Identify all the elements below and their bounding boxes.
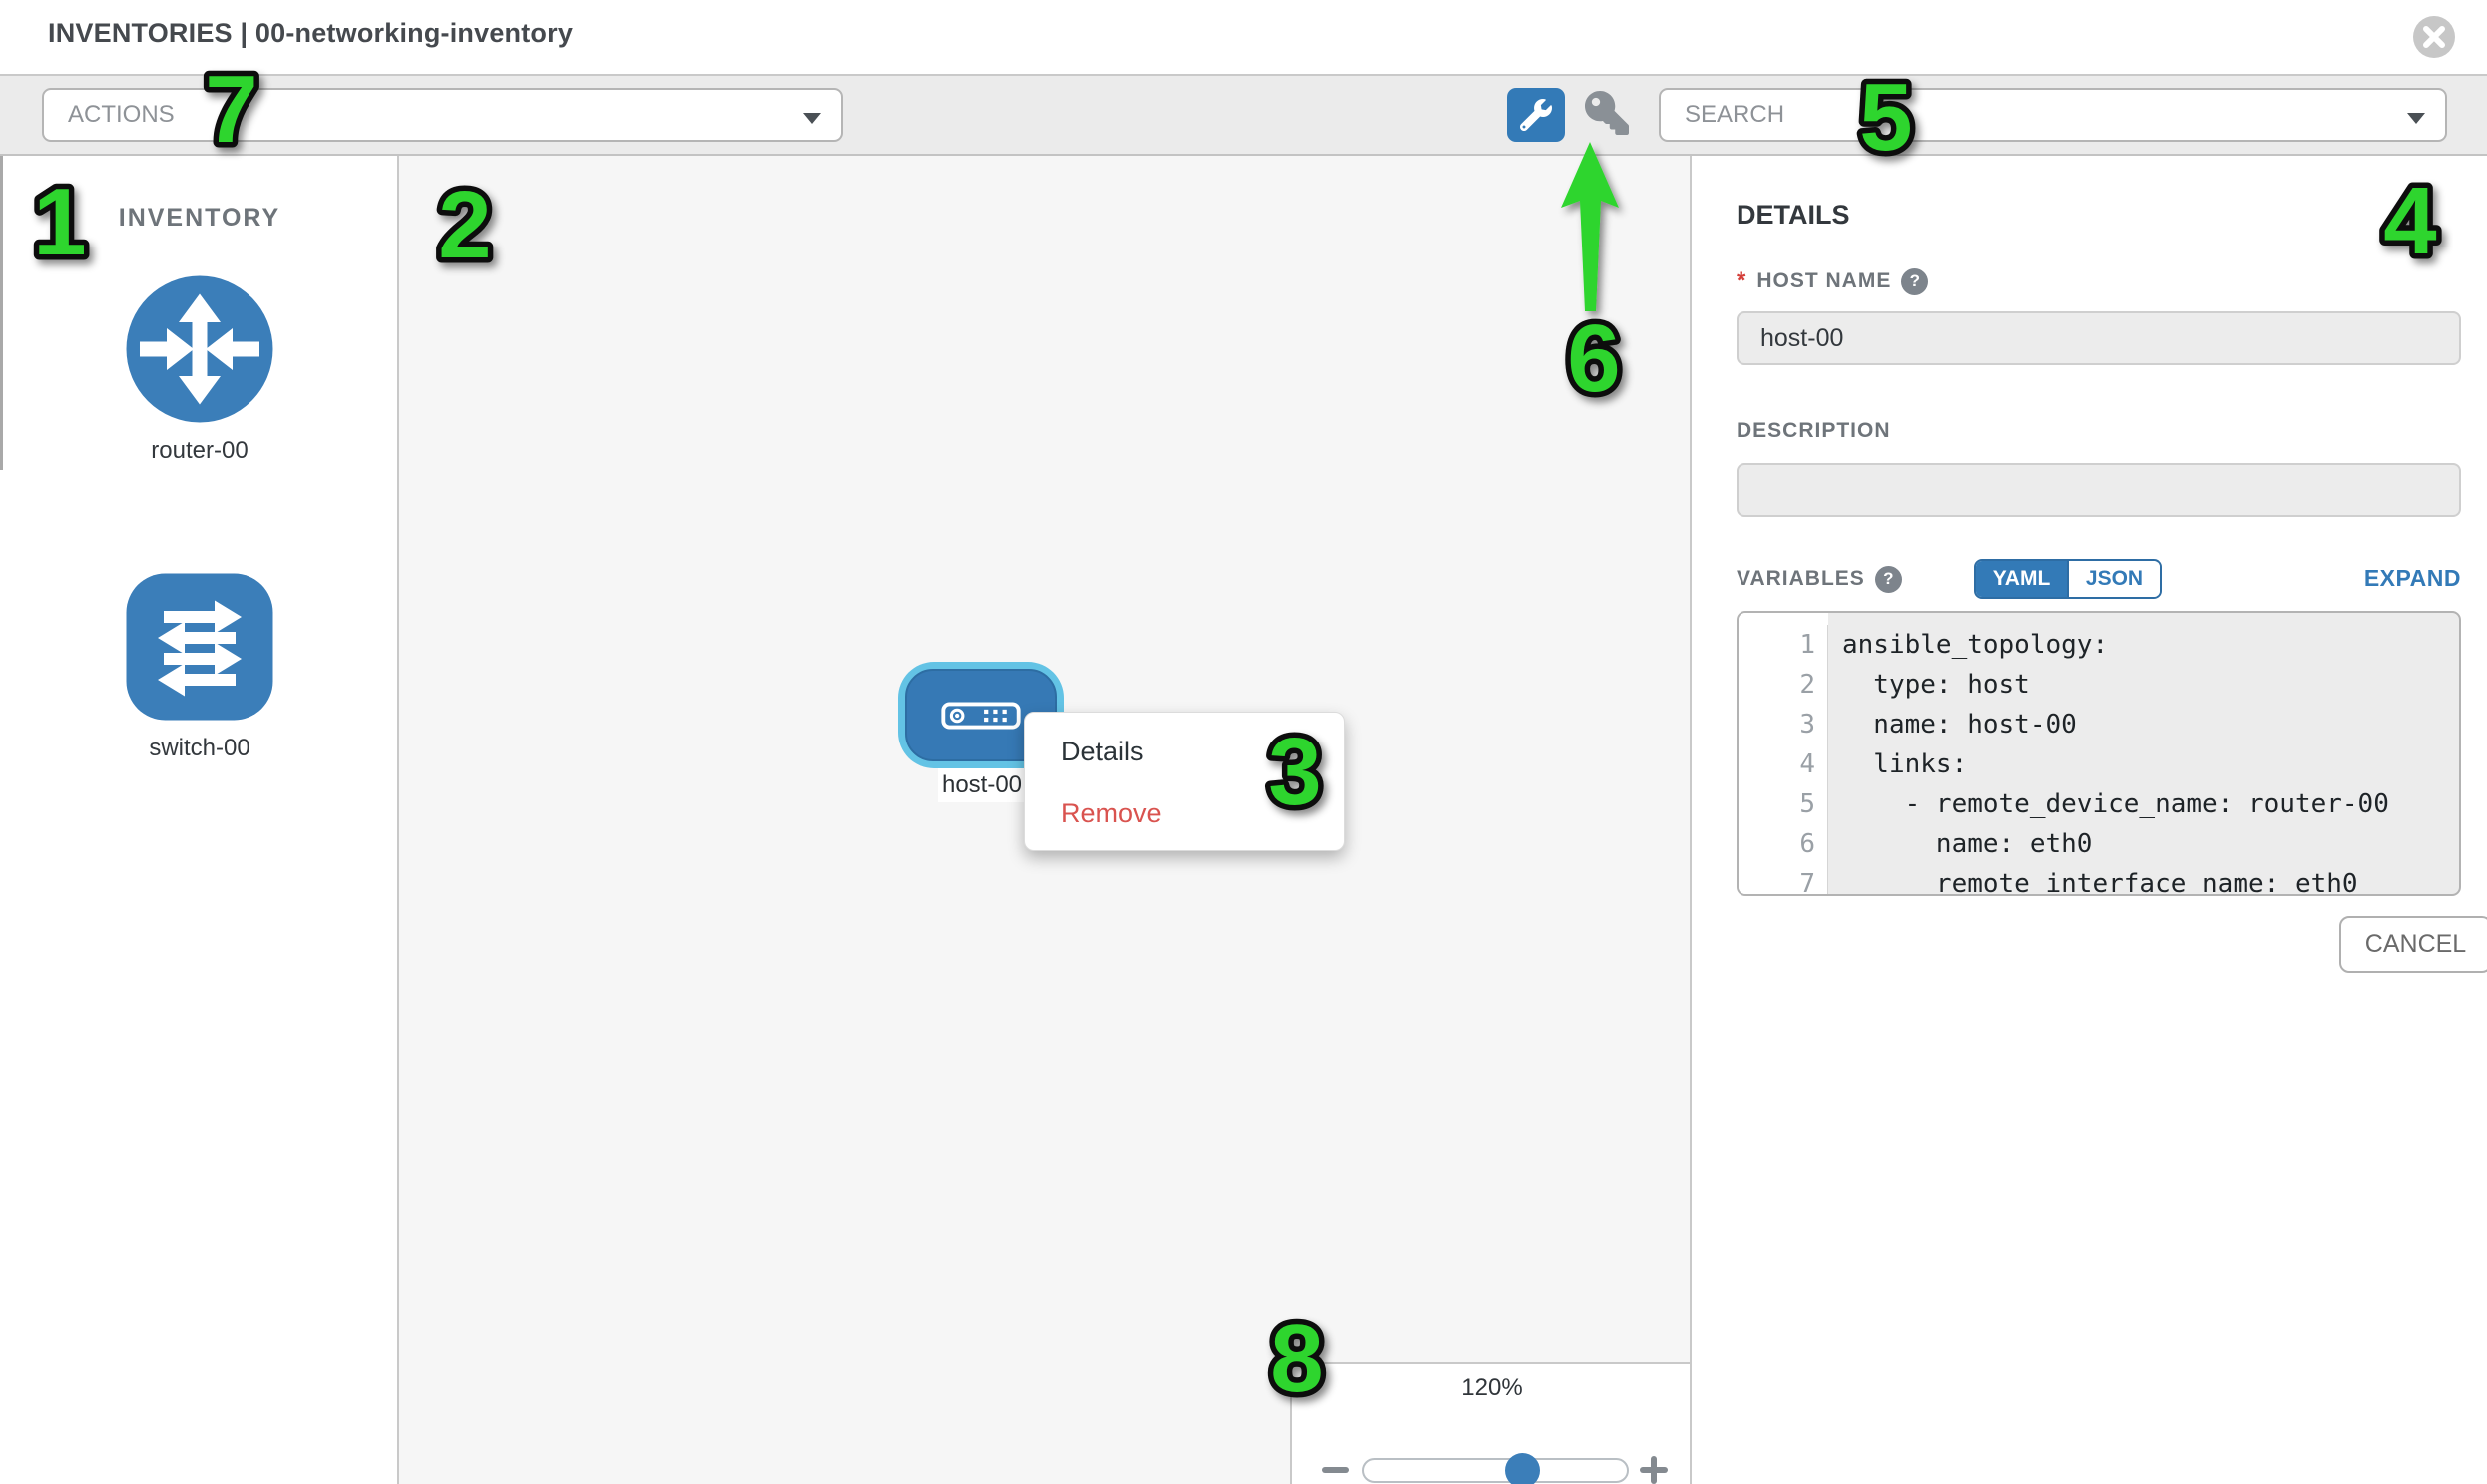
variables-label: VARIABLES <box>1737 567 1865 590</box>
inventory-item-label: router-00 <box>151 437 249 464</box>
tab-yaml[interactable]: YAML <box>1976 561 2067 597</box>
zoom-percentage: 120% <box>1461 1374 1523 1401</box>
search-dropdown[interactable]: SEARCH <box>1659 88 2447 142</box>
variables-format-toggle: YAML JSON <box>1974 559 2162 599</box>
expand-link[interactable]: EXPAND <box>2363 565 2461 591</box>
caret-down-icon <box>2407 113 2425 124</box>
zoom-in-plus-icon[interactable] <box>1640 1456 1668 1484</box>
code-line: type: host <box>1842 670 2030 700</box>
zoom-slider-knob[interactable] <box>1505 1453 1540 1484</box>
code-line: - remote_device_name: router-00 <box>1842 789 2389 819</box>
inventory-item-label: switch-00 <box>149 735 250 761</box>
inventory-panel-title: INVENTORY <box>118 204 281 232</box>
code-line: ansible_topology: <box>1842 630 2109 660</box>
actions-dropdown[interactable]: ACTIONS <box>42 88 843 142</box>
key-icon <box>1585 91 1629 135</box>
code-line: remote_interface_name: eth0 <box>1842 869 2358 896</box>
required-asterisk: * <box>1737 267 1747 294</box>
help-icon[interactable]: ? <box>1874 565 1902 593</box>
code-line: name: host-00 <box>1842 710 2077 740</box>
wrench-icon <box>1520 99 1552 131</box>
context-menu-details[interactable]: Details <box>1061 736 1144 766</box>
variables-code-editor[interactable]: 1 2 3 4 5 6 7 ansible_topology: type: ho… <box>1737 611 2461 896</box>
tab-json[interactable]: JSON <box>2067 561 2160 597</box>
details-panel: DETAILS * HOST NAME ? host-00 DESCRIPTIO… <box>1692 156 2487 1484</box>
inventory-item-switch[interactable]: switch-00 <box>125 572 274 762</box>
host-node-label: host-00 <box>938 768 1026 802</box>
close-x-glyph <box>2423 26 2445 48</box>
close-icon[interactable] <box>2413 16 2455 58</box>
actions-dropdown-label: ACTIONS <box>68 101 175 128</box>
host-name-field[interactable]: host-00 <box>1737 311 2461 365</box>
cancel-button[interactable]: CANCEL <box>2339 916 2487 973</box>
details-panel-title: DETAILS <box>1737 200 1850 230</box>
host-name-label: HOST NAME <box>1756 269 1892 292</box>
header-bar: INVENTORIES | 00-networking-inventory <box>0 0 2487 76</box>
zoom-slider-track[interactable] <box>1362 1458 1629 1483</box>
toolbar-key-button[interactable] <box>1585 91 1629 135</box>
toolbar-wrench-button[interactable] <box>1507 88 1565 142</box>
router-icon <box>126 275 273 423</box>
inventory-item-router[interactable]: router-00 <box>125 274 274 465</box>
context-menu-remove[interactable]: Remove <box>1061 797 1162 828</box>
caret-down-icon <box>803 113 821 124</box>
switch-icon <box>126 573 273 721</box>
inventory-sidebar: INVENTORY router-00 <box>0 156 399 1484</box>
topology-canvas[interactable]: host-00 Details Remove 120% <box>399 156 1692 1484</box>
code-line: name: eth0 <box>1842 829 2093 859</box>
scrollbar[interactable] <box>0 156 3 470</box>
zoom-out-minus-icon[interactable] <box>1322 1467 1349 1473</box>
toolbar: ACTIONS SEARCH <box>0 76 2487 156</box>
editor-code-lines: ansible_topology: type: host name: host-… <box>1828 613 2459 894</box>
search-placeholder: SEARCH <box>1685 101 1785 128</box>
host-name-label-row: * HOST NAME ? <box>1737 267 1929 295</box>
editor-line-numbers: 1 2 3 4 5 6 7 <box>1739 613 1828 894</box>
node-context-menu: Details Remove <box>1024 712 1345 851</box>
variables-label-row: VARIABLES ? <box>1737 565 1902 593</box>
page-title: INVENTORIES | 00-networking-inventory <box>48 18 574 48</box>
host-icon <box>941 702 1021 729</box>
description-field[interactable] <box>1737 463 2461 517</box>
help-icon[interactable]: ? <box>1901 267 1929 295</box>
code-line: links: <box>1842 749 1968 779</box>
zoom-control: 120% <box>1290 1362 1690 1484</box>
description-label: DESCRIPTION <box>1737 419 1891 442</box>
